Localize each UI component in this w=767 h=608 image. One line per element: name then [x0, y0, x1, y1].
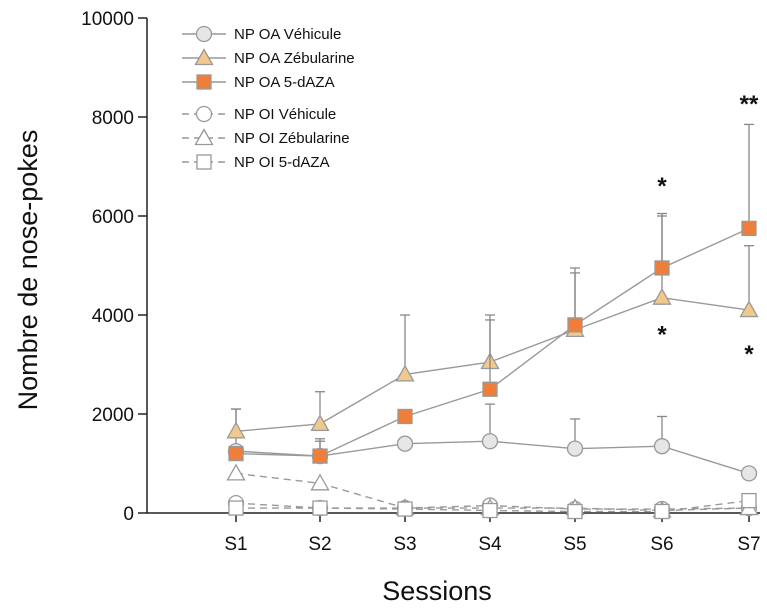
legend-marker	[195, 25, 213, 43]
data-point	[654, 503, 670, 520]
legend-marker	[196, 74, 212, 90]
data-point	[310, 414, 330, 432]
significance-marker: *	[744, 341, 754, 368]
x-axis-title: Sessions	[382, 576, 492, 606]
legend-item: NP OI 5-dAZA	[182, 154, 330, 171]
legend-item: NP OA 5-dAZA	[182, 74, 335, 91]
legend-marker	[196, 154, 212, 170]
data-point	[226, 463, 246, 481]
x-tick-label: S3	[393, 534, 416, 555]
legend-marker	[194, 48, 214, 66]
significance-marker: *	[657, 173, 667, 200]
significance-marker: **	[740, 91, 759, 118]
data-point	[567, 503, 583, 520]
data-point	[397, 408, 413, 425]
x-tick-label: S6	[650, 534, 673, 555]
y-tick-label: 6000	[92, 207, 134, 228]
annotation-layer: *****	[657, 91, 759, 368]
data-point	[396, 435, 414, 452]
series-2	[228, 123, 757, 464]
data-point	[566, 440, 584, 457]
legend-item: NP OI Zébularine	[182, 128, 350, 147]
data-point	[741, 492, 757, 509]
legend-item: NP OA Véhicule	[182, 25, 341, 43]
x-tick-label: S4	[478, 534, 502, 555]
legend-marker	[195, 105, 213, 123]
series-5	[228, 492, 757, 520]
y-tick-label: 4000	[92, 306, 134, 327]
legend-label: NP OA 5-dAZA	[234, 74, 335, 91]
legend-label: NP OI Zébularine	[234, 130, 350, 147]
x-tick-label: S1	[224, 534, 247, 555]
legend-marker	[194, 128, 214, 146]
data-point	[653, 438, 671, 455]
data-point	[482, 502, 498, 519]
x-tick-label: S7	[737, 534, 760, 555]
data-point	[740, 465, 758, 482]
data-point	[395, 364, 415, 382]
y-tick-label: 2000	[92, 405, 134, 426]
series-0	[227, 403, 758, 482]
data-point	[397, 501, 413, 517]
legend-item: NP OA Zébularine	[182, 48, 355, 67]
axes: 0 2000 4000 6000 8000 10000 S1 S2 S3 S4 S5 S6 S7	[81, 9, 760, 555]
legend-label: NP OI 5-dAZA	[234, 154, 330, 171]
series-layer	[226, 123, 759, 520]
data-point	[652, 287, 672, 305]
data-point	[654, 260, 670, 276]
y-tick-label: 0	[123, 504, 134, 525]
data-point	[482, 381, 498, 397]
data-point	[481, 433, 499, 450]
data-point	[312, 500, 328, 516]
data-point	[567, 317, 583, 333]
data-point	[310, 473, 330, 491]
y-tick-label: 8000	[92, 108, 134, 129]
y-tick-label: 10000	[81, 9, 134, 30]
data-point	[741, 220, 757, 237]
y-axis-title: Nombre de nose-pokes	[13, 130, 43, 411]
series-line	[235, 227, 750, 457]
x-tick-label: S5	[563, 534, 586, 555]
data-point	[226, 421, 246, 439]
legend-label: NP OI Véhicule	[234, 106, 336, 123]
data-point	[739, 300, 759, 318]
x-tick-label: S2	[308, 534, 331, 555]
legend-item: NP OI Véhicule	[182, 105, 336, 123]
legend-label: NP OA Véhicule	[234, 26, 341, 43]
data-point	[228, 500, 244, 516]
legend: NP OA Véhicule NP OA Zébularine NP OA 5-dA…	[182, 25, 355, 171]
data-point	[228, 445, 244, 462]
legend-label: NP OA Zébularine	[234, 50, 355, 67]
data-point	[312, 448, 328, 464]
significance-marker: *	[657, 321, 667, 348]
